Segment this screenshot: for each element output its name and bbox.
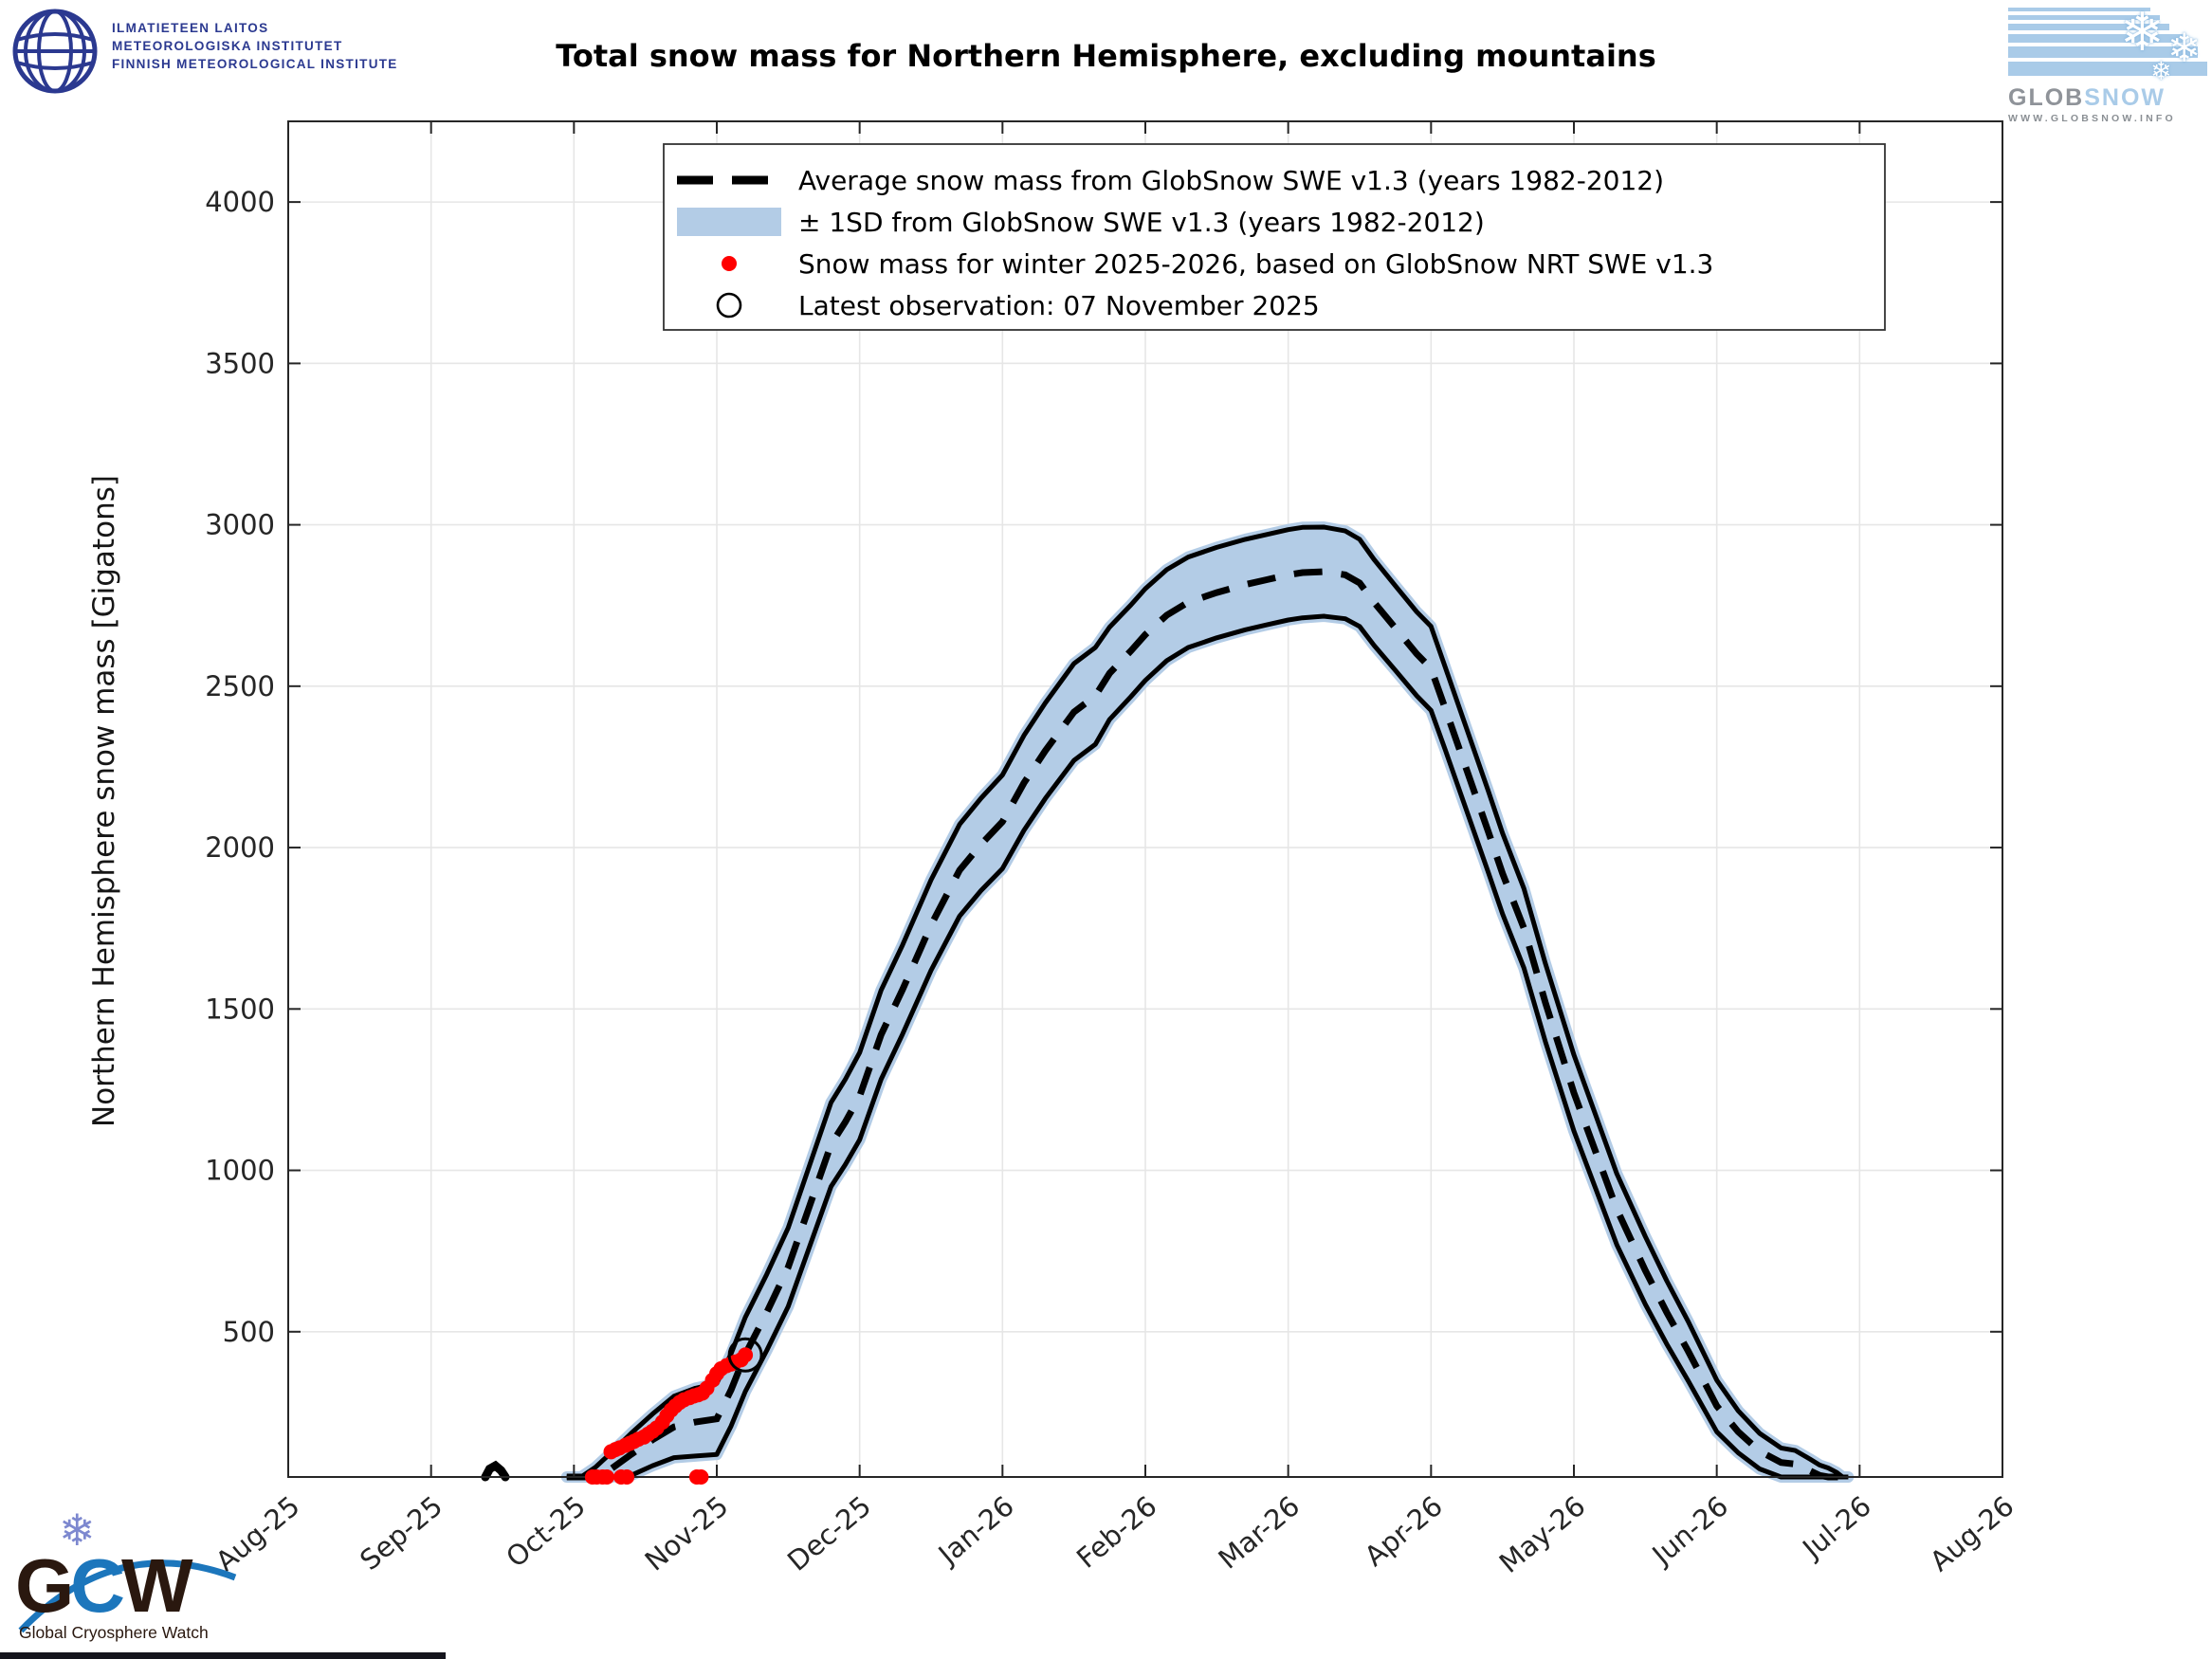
band-upper-edge xyxy=(566,524,1849,1480)
page-title: Total snow mass for Northern Hemisphere,… xyxy=(556,38,1656,74)
legend-red-dot-icon xyxy=(722,256,737,271)
y-tick-label: 4000 xyxy=(205,186,275,218)
gcw-swoosh xyxy=(18,1559,237,1633)
globsnow-word-glob: GLOB xyxy=(2008,84,2085,111)
september-blip xyxy=(481,1460,510,1482)
band-lower-edge xyxy=(566,613,1849,1480)
gcw-logo: ❄ GCW Global Cryosphere Watch xyxy=(9,1490,247,1657)
y-tick-label: 3000 xyxy=(205,509,275,541)
fmi-line-sv: METEOROLOGISKA INSTITUTET xyxy=(112,39,343,53)
y-tick-label: 2000 xyxy=(205,831,275,864)
legend-open-circle-icon xyxy=(716,292,742,319)
x-tick-label: Apr-26 xyxy=(1359,1489,1449,1573)
fmi-logo-text: ILMATIETEEN LAITOS METEOROLOGISKA INSTIT… xyxy=(112,8,398,73)
legend-band-swatch-icon xyxy=(677,208,781,236)
grid-lines xyxy=(288,121,2002,1477)
bottom-edge-bar xyxy=(0,1652,446,1659)
legend-label: Snow mass for winter 2025-2026, based on… xyxy=(798,248,1713,280)
nrt-point xyxy=(738,1347,754,1363)
snowflake-icon: ❄ xyxy=(2167,25,2202,71)
fmi-globe-icon xyxy=(12,9,98,94)
snowflake-icon: ❄ xyxy=(2150,57,2172,86)
x-tick-label: Jan-26 xyxy=(931,1489,1020,1572)
globsnow-stripes: ❄ ❄ ❄ xyxy=(2008,2,2207,86)
x-tick-label: Dec-25 xyxy=(781,1489,877,1577)
x-tick-label: Jul-26 xyxy=(1795,1489,1876,1565)
y-axis-title: Northern Hemisphere snow mass [Gigatons] xyxy=(87,475,121,1127)
legend: Average snow mass from GlobSnow SWE v1.3… xyxy=(663,143,1886,331)
globsnow-url: WWW.GLOBSNOW.INFO xyxy=(2008,113,2176,124)
legend-label: Latest observation: 07 November 2025 xyxy=(798,290,1320,321)
x-tick-label: May-26 xyxy=(1493,1489,1592,1579)
nrt-point xyxy=(693,1469,709,1485)
y-tick-label: 1000 xyxy=(205,1155,275,1187)
climatology-band xyxy=(560,521,1855,1483)
snowflake-icon: ❄ xyxy=(2120,2,2165,64)
y-tick-label: 3500 xyxy=(205,347,275,379)
x-tick-label: Jun-26 xyxy=(1645,1489,1734,1572)
x-tick-label: Nov-25 xyxy=(639,1489,735,1577)
gcw-wordmark: GCW xyxy=(15,1543,193,1628)
x-tick-label: Feb-26 xyxy=(1070,1489,1162,1575)
y-tick-label: 500 xyxy=(223,1316,275,1348)
nrt-point xyxy=(619,1469,635,1485)
legend-label: Average snow mass from GlobSnow SWE v1.3… xyxy=(798,165,1664,196)
nrt-data-points xyxy=(584,1347,754,1485)
x-tick-label: Aug-26 xyxy=(1924,1489,2020,1577)
y-tick-label: 2500 xyxy=(205,670,275,702)
latest-observation xyxy=(727,1337,763,1373)
fmi-logo: ILMATIETEEN LAITOS METEOROLOGISKA INSTIT… xyxy=(11,8,398,95)
globsnow-logo: ❄ ❄ ❄ GLOBSNOW WWW.GLOBSNOW.INFO xyxy=(2008,2,2207,124)
globsnow-word-snow: SNOW xyxy=(2084,84,2166,111)
legend-label: ± 1SD from GlobSnow SWE v1.3 (years 1982… xyxy=(798,207,1485,238)
x-tick-label: Mar-26 xyxy=(1213,1489,1307,1575)
x-tick-label: Sep-25 xyxy=(354,1489,448,1577)
axes xyxy=(287,120,2003,1478)
september-snow-blip xyxy=(481,1460,510,1482)
fmi-line-fi: ILMATIETEEN LAITOS xyxy=(112,21,269,35)
latest-observation-marker xyxy=(727,1337,763,1373)
gcw-caption: Global Cryosphere Watch xyxy=(19,1623,209,1642)
snowflake-icon: ❄ xyxy=(59,1504,96,1556)
x-tick-label: Oct-25 xyxy=(500,1489,592,1574)
legend-box xyxy=(663,143,1886,331)
globsnow-wordmark: GLOBSNOW xyxy=(2008,85,2207,110)
climatology-mean-line xyxy=(566,568,1849,1481)
y-tick-label: 1500 xyxy=(205,993,275,1025)
fmi-line-en: FINNISH METEOROLOGICAL INSTITUTE xyxy=(112,57,398,71)
nrt-point xyxy=(599,1469,614,1485)
